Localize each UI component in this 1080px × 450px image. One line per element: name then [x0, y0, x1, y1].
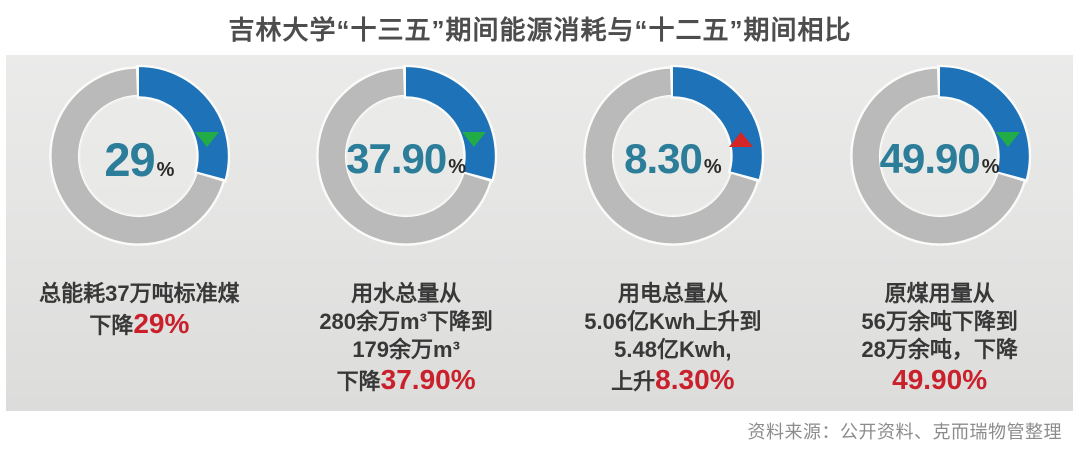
donut-ring [49, 64, 231, 246]
caption-final-value: 37.90% [380, 364, 476, 395]
donut-caption: 总能耗37万吨标准煤 下降29% [39, 280, 239, 342]
caption-line: 原煤用量从 [884, 281, 995, 306]
percent-value: 8.30 [624, 135, 703, 182]
caption-final-prefix: 下降 [89, 313, 134, 338]
caption-final-value: 8.30% [655, 364, 735, 395]
trend-down-icon [995, 132, 1020, 147]
donut-chart-total-energy: 29 % [45, 62, 233, 250]
caption-final-line: 49.90% [861, 364, 1017, 398]
caption-line: 179余万m³ [352, 337, 460, 362]
donut-card-total-energy: 29 % 总能耗37万吨标准煤 下降29% [6, 55, 273, 411]
percent-sign: % [981, 156, 1000, 178]
donut-card-water: 37.90 % 用水总量从 280余万m³下降到 179余万m³ 下降37.90… [273, 55, 540, 411]
donut-value-overlay: 8.30 % [579, 62, 767, 250]
donut-card-electricity: 8.30 % 用电总量从 5.06亿Kwh上升到 5.48亿Kwh, 上升8.3… [540, 55, 807, 411]
caption-line: 用水总量从 [351, 281, 462, 306]
trend-down-icon [462, 132, 487, 147]
caption-final-prefix: 下降 [336, 369, 381, 394]
caption-final-line: 下降29% [39, 308, 239, 342]
caption-final-prefix: 上升 [611, 369, 656, 394]
caption-line: 5.06亿Kwh上升到 [584, 309, 762, 334]
donut-chart-water: 37.90 % [312, 62, 500, 250]
donut-caption: 原煤用量从 56万余吨下降到 28万余吨，下降 49.90% [861, 280, 1017, 398]
caption-final-line: 上升8.30% [584, 364, 761, 398]
chart-panel: 29 % 总能耗37万吨标准煤 下降29% [6, 55, 1073, 411]
caption-final-line: 下降37.90% [319, 364, 493, 398]
page-title: 吉林大学“十三五”期间能源消耗与“十二五”期间相比 [228, 15, 852, 45]
trend-down-icon [195, 132, 220, 147]
donut-value-overlay: 29 % [45, 62, 233, 250]
caption-final-value: 49.90% [892, 364, 988, 395]
caption-line: 用电总量从 [617, 281, 728, 306]
caption-line: 28万余吨，下降 [861, 337, 1018, 362]
donut-card-raw-coal: 49.90 % 原煤用量从 56万余吨下降到 28万余吨，下降 49.90% [806, 55, 1073, 411]
donut-chart-raw-coal: 49.90 % [846, 62, 1034, 250]
percent-value: 37.90 [346, 135, 447, 182]
caption-line: 280余万m³下降到 [319, 309, 493, 334]
source-note: 资料来源：公开资料、克而瑞物管整理 [747, 422, 1062, 442]
donut-caption: 用水总量从 280余万m³下降到 179余万m³ 下降37.90% [319, 280, 493, 398]
percent-value: 29 [104, 132, 155, 186]
donut-ring [849, 64, 1031, 246]
percent-sign: % [703, 156, 722, 178]
donut-caption: 用电总量从 5.06亿Kwh上升到 5.48亿Kwh, 上升8.30% [584, 280, 761, 398]
donut-ring [316, 64, 498, 246]
donut-cards-row: 29 % 总能耗37万吨标准煤 下降29% [6, 55, 1073, 411]
percent-sign: % [448, 156, 467, 178]
donut-ring [583, 64, 765, 246]
caption-final-value: 29% [133, 308, 190, 339]
donut-value-overlay: 49.90 % [846, 62, 1034, 250]
trend-up-icon [728, 132, 753, 147]
caption-line: 5.48亿Kwh, [614, 337, 732, 362]
donut-chart-electricity: 8.30 % [579, 62, 767, 250]
donut-value-overlay: 37.90 % [312, 62, 500, 250]
percent-sign: % [156, 158, 175, 181]
caption-line: 56万余吨下降到 [861, 309, 1018, 334]
caption-line: 总能耗37万吨标准煤 [39, 281, 240, 306]
percent-value: 49.90 [879, 135, 981, 182]
